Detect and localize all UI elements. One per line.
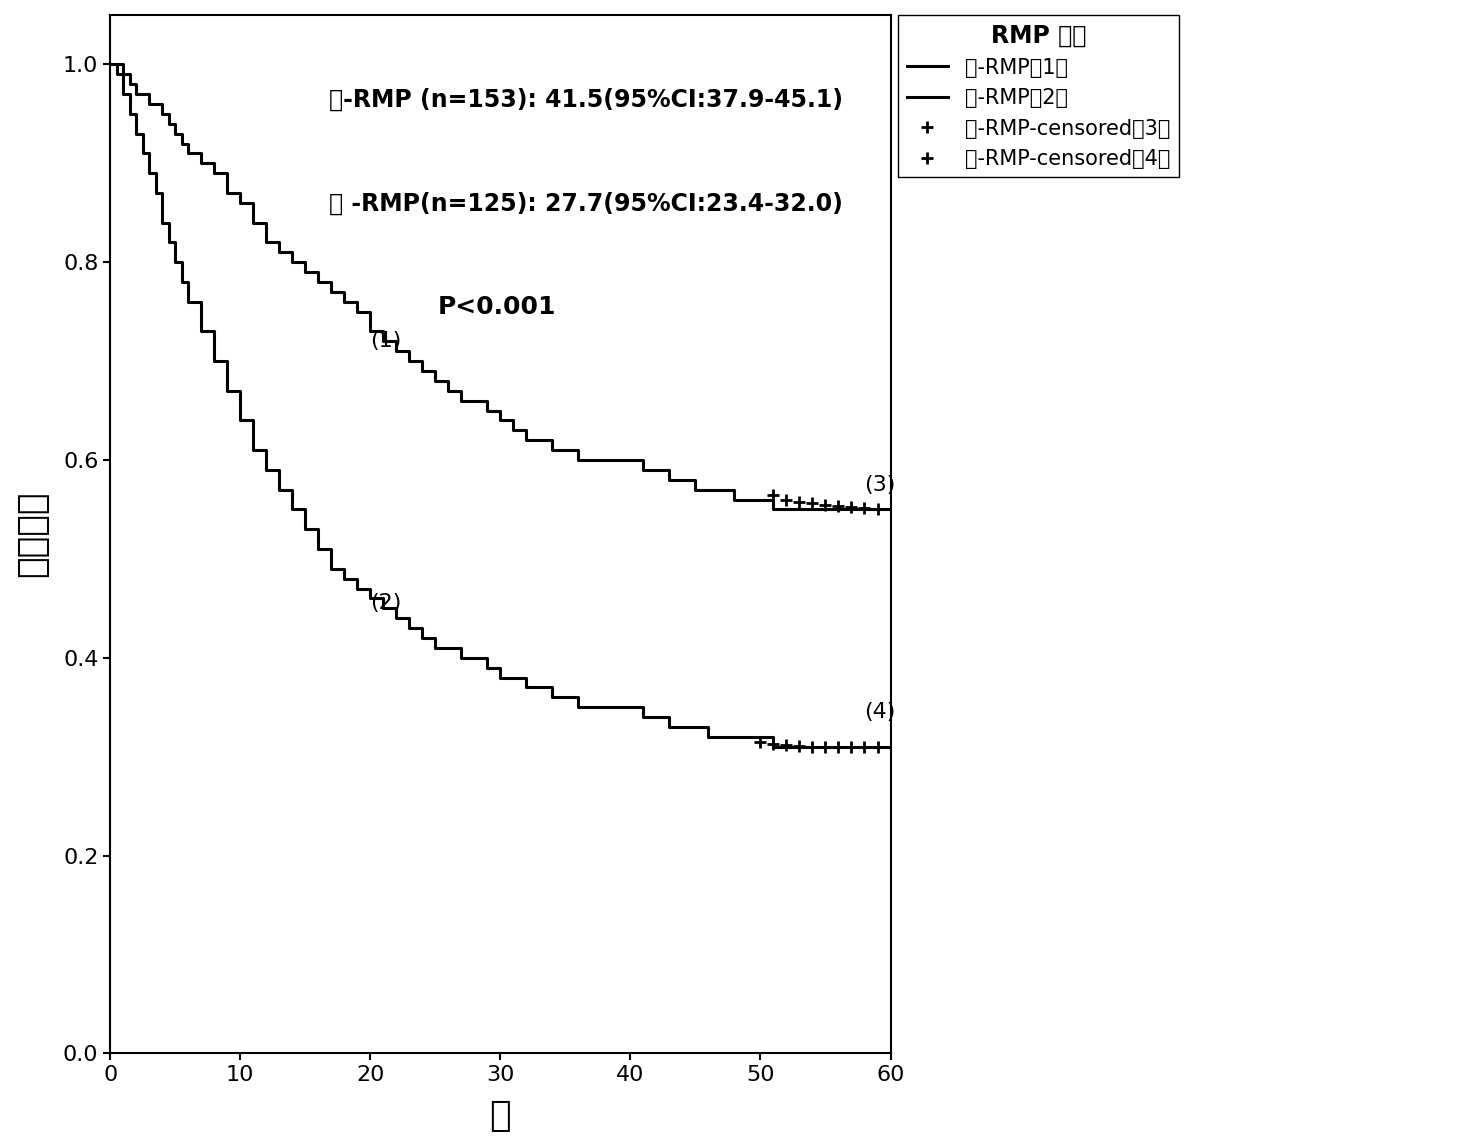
Text: (4): (4) [864,703,896,722]
Y-axis label: 生存曲线: 生存曲线 [15,491,50,577]
Text: (1): (1) [371,332,402,351]
X-axis label: 月: 月 [489,1099,511,1133]
Text: P<0.001: P<0.001 [438,295,556,319]
Text: (3): (3) [864,475,896,495]
Text: 低-RMP (n=153): 41.5(95%CI:37.9-45.1): 低-RMP (n=153): 41.5(95%CI:37.9-45.1) [328,87,842,111]
Text: 高 -RMP(n=125): 27.7(95%CI:23.4-32.0): 高 -RMP(n=125): 27.7(95%CI:23.4-32.0) [328,192,842,216]
Legend: 低-RMP（1）, 高-RMP（2）, 低-RMP-censored（3）, 高-RMP-censored（4）: 低-RMP（1）, 高-RMP（2）, 低-RMP-censored（3）, 高… [898,15,1178,177]
Text: (2): (2) [371,594,402,613]
